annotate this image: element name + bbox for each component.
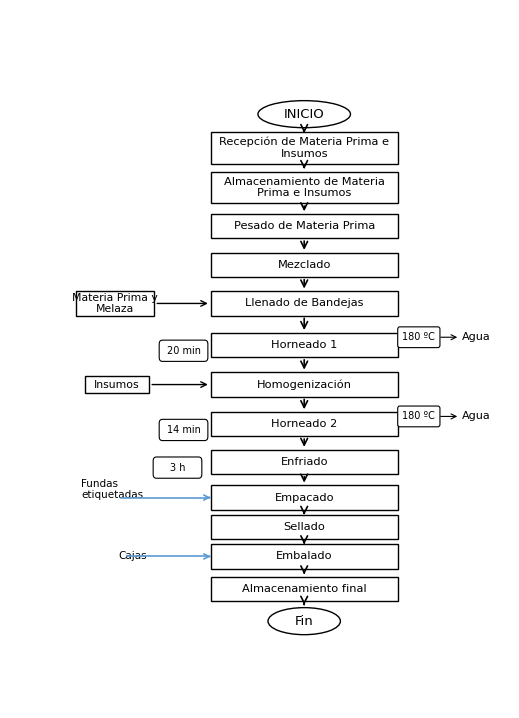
FancyBboxPatch shape <box>211 544 398 569</box>
Text: Almacenamiento de Materia
Prima e Insumos: Almacenamiento de Materia Prima e Insumo… <box>224 177 385 198</box>
Ellipse shape <box>268 607 340 635</box>
FancyBboxPatch shape <box>153 457 202 478</box>
FancyBboxPatch shape <box>76 292 154 315</box>
Text: Agua: Agua <box>462 411 491 421</box>
Text: Agua: Agua <box>462 332 491 342</box>
Text: 3 h: 3 h <box>170 462 185 472</box>
Text: Enfriado: Enfriado <box>280 457 328 467</box>
Text: Recepción de Materia Prima e
Insumos: Recepción de Materia Prima e Insumos <box>219 137 389 159</box>
FancyBboxPatch shape <box>211 412 398 437</box>
Text: 20 min: 20 min <box>167 346 200 355</box>
Text: Sellado: Sellado <box>283 522 325 532</box>
Ellipse shape <box>258 101 350 128</box>
FancyBboxPatch shape <box>211 515 398 539</box>
FancyBboxPatch shape <box>211 373 398 396</box>
FancyBboxPatch shape <box>211 577 398 602</box>
Text: Almacenamiento final: Almacenamiento final <box>242 584 366 595</box>
Text: Fin: Fin <box>295 615 313 628</box>
FancyBboxPatch shape <box>211 214 398 238</box>
Text: 14 min: 14 min <box>167 425 200 435</box>
FancyBboxPatch shape <box>211 253 398 277</box>
FancyBboxPatch shape <box>211 172 398 203</box>
FancyBboxPatch shape <box>211 292 398 315</box>
Text: Empacado: Empacado <box>275 493 334 503</box>
FancyBboxPatch shape <box>398 406 440 426</box>
FancyBboxPatch shape <box>159 340 208 361</box>
FancyBboxPatch shape <box>159 419 208 441</box>
Text: Mezclado: Mezclado <box>278 260 331 270</box>
Text: Homogenización: Homogenización <box>257 379 352 390</box>
Text: INICIO: INICIO <box>284 108 324 121</box>
Text: 180 ºC: 180 ºC <box>402 332 435 342</box>
Text: Horneado 2: Horneado 2 <box>271 419 337 429</box>
Text: Fundas
etiquetadas: Fundas etiquetadas <box>81 478 143 500</box>
FancyBboxPatch shape <box>85 376 149 393</box>
FancyBboxPatch shape <box>211 333 398 357</box>
Text: Pesado de Materia Prima: Pesado de Materia Prima <box>234 221 375 231</box>
FancyBboxPatch shape <box>211 132 398 164</box>
FancyBboxPatch shape <box>211 485 398 510</box>
Text: 180 ºC: 180 ºC <box>402 411 435 421</box>
Text: Materia Prima y
Melaza: Materia Prima y Melaza <box>72 293 158 314</box>
Text: Horneado 1: Horneado 1 <box>271 340 337 350</box>
Text: Insumos: Insumos <box>94 380 140 390</box>
FancyBboxPatch shape <box>398 327 440 348</box>
FancyBboxPatch shape <box>211 449 398 474</box>
Text: Cajas: Cajas <box>119 551 147 561</box>
Text: Llenado de Bandejas: Llenado de Bandejas <box>245 299 363 309</box>
Text: Embalado: Embalado <box>276 551 333 561</box>
